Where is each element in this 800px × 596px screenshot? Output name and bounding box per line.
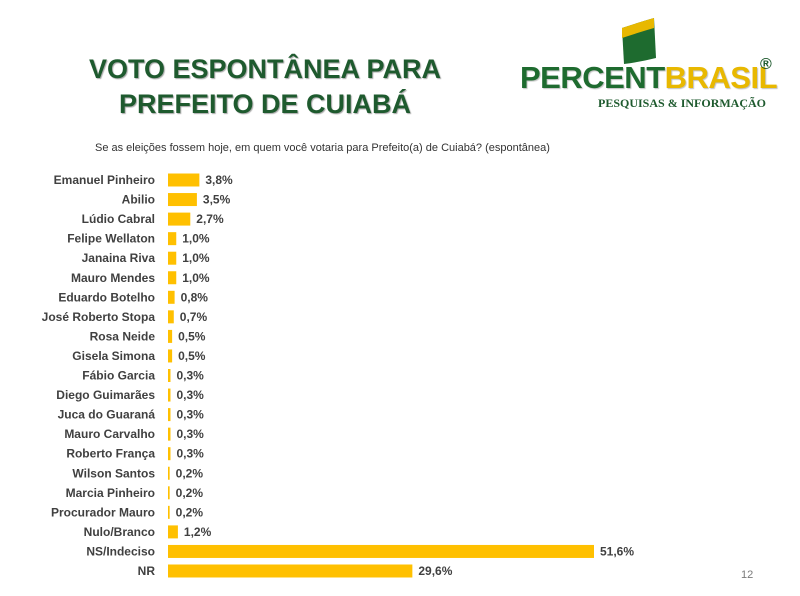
category-label: Lúdio Cabral	[82, 212, 155, 226]
value-label: 0,5%	[178, 329, 206, 343]
value-label: 0,2%	[176, 505, 204, 519]
value-label: 1,0%	[182, 232, 210, 246]
category-label: Mauro Carvalho	[64, 427, 155, 441]
category-label: NR	[138, 564, 156, 578]
value-label: 0,7%	[180, 310, 208, 324]
value-label: 1,0%	[182, 271, 210, 285]
value-label: 3,8%	[205, 173, 233, 187]
registered-mark: ®	[760, 56, 772, 73]
category-label: Janaina Riva	[82, 251, 156, 265]
category-label: Abilio	[122, 193, 155, 207]
value-label: 0,3%	[176, 447, 204, 461]
category-label: Eduardo Botelho	[58, 290, 155, 304]
bar	[168, 173, 200, 187]
bar	[168, 290, 175, 304]
chart-title: VOTO ESPONTÂNEA PARA PREFEITO DE CUIABÁ	[60, 52, 470, 122]
bar	[168, 212, 191, 226]
category-label: Mauro Mendes	[71, 271, 155, 285]
value-label: 0,3%	[176, 388, 204, 402]
category-label: Felipe Wellaton	[67, 232, 155, 246]
bar	[168, 544, 594, 558]
value-label: 1,0%	[182, 251, 210, 265]
bar	[168, 349, 173, 363]
title-line-2: PREFEITO DE CUIABÁ	[118, 89, 412, 119]
logo-wordmark: PERCENTBRASIL	[520, 60, 778, 96]
value-label: 51,6%	[600, 544, 634, 558]
category-label: Roberto França	[66, 447, 155, 461]
bar	[168, 505, 170, 519]
bar	[168, 427, 171, 441]
value-label: 3,5%	[203, 193, 231, 207]
category-label: Fábio Garcia	[82, 369, 155, 383]
category-label: Wilson Santos	[72, 466, 155, 480]
percent-brasil-logo: PERCENTBRASIL ® PESQUISAS & INFORMAÇÃO	[516, 18, 786, 118]
category-label: Emanuel Pinheiro	[54, 173, 155, 187]
flag-icon	[622, 18, 656, 64]
logo-percent-text: PERCENT	[520, 60, 665, 95]
value-label: 0,3%	[176, 369, 204, 383]
value-label: 0,2%	[176, 486, 204, 500]
category-label: Nulo/Branco	[84, 525, 155, 539]
logo-tagline: PESQUISAS & INFORMAÇÃO	[598, 96, 767, 110]
value-label: 0,3%	[176, 427, 204, 441]
category-label: NS/Indeciso	[86, 544, 155, 558]
page-number: 12	[741, 569, 754, 581]
bar	[168, 466, 170, 480]
bar	[168, 271, 177, 285]
logo-brasil-text: BRASIL	[664, 60, 778, 95]
bar	[168, 251, 177, 265]
value-label: 1,2%	[184, 525, 212, 539]
category-label: Diego Guimarães	[56, 388, 155, 402]
bar	[168, 564, 413, 578]
value-label: 0,3%	[176, 408, 204, 422]
category-label: Marcia Pinheiro	[66, 486, 155, 500]
bar	[168, 486, 170, 500]
value-label: 0,5%	[178, 349, 206, 363]
value-label: 0,8%	[181, 290, 209, 304]
value-label: 0,2%	[176, 466, 204, 480]
category-label: Procurador Mauro	[51, 505, 155, 519]
bar	[168, 310, 174, 324]
bar	[168, 329, 173, 343]
bar	[168, 525, 178, 539]
bar	[168, 388, 171, 402]
title-line-1: VOTO ESPONTÂNEA PARA	[88, 54, 442, 84]
bar	[168, 193, 197, 207]
value-label: 29,6%	[418, 564, 452, 578]
bar	[168, 232, 177, 246]
bar	[168, 369, 171, 382]
category-label: Gisela Simona	[72, 349, 155, 363]
value-label: 2,7%	[196, 212, 224, 226]
category-label: José Roberto Stopa	[42, 310, 156, 324]
bar	[168, 447, 171, 461]
survey-question: Se as eleições fossem hoje, em quem você…	[95, 142, 550, 154]
bar	[168, 408, 171, 422]
category-label: Rosa Neide	[90, 329, 156, 343]
category-label: Juca do Guaraná	[58, 408, 156, 422]
